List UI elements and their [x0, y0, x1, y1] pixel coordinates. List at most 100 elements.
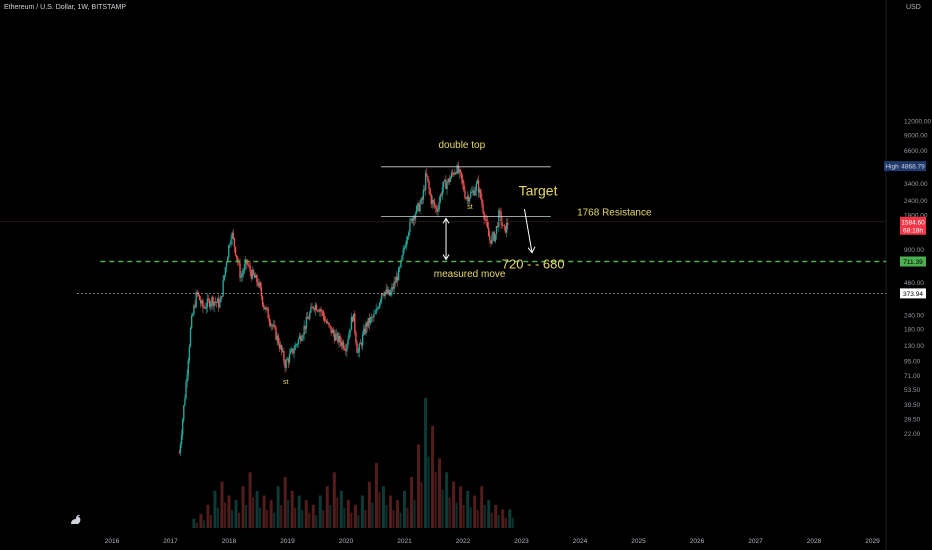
candle-body	[485, 219, 488, 221]
volume-bar	[445, 472, 449, 528]
volume-bar	[241, 486, 245, 528]
candle-body	[360, 343, 363, 346]
volume-bar	[339, 490, 343, 528]
candle-body	[406, 236, 409, 241]
candle-body	[468, 197, 471, 202]
volume-bar	[381, 486, 385, 528]
volume-bar	[501, 509, 505, 528]
volume-bar	[195, 522, 198, 528]
candle-body	[480, 189, 482, 199]
candle-body	[400, 260, 402, 268]
candle-body	[365, 322, 367, 334]
volume-bar	[434, 471, 437, 528]
volume-bar	[459, 486, 463, 528]
candle-body	[456, 165, 458, 174]
volume-bar	[371, 502, 374, 528]
candle-body	[350, 316, 353, 331]
volume-bar	[364, 510, 367, 528]
candle-body	[384, 291, 386, 296]
candle-body	[346, 344, 348, 352]
target-arrow-head	[527, 246, 536, 254]
volume-bar	[318, 495, 322, 528]
y-tick-label: 3400.00	[904, 181, 928, 188]
candle-body	[366, 322, 368, 327]
candle-body	[250, 271, 252, 279]
volume-bar	[199, 514, 203, 528]
candle-body	[178, 452, 180, 454]
candle-body	[315, 304, 318, 311]
volume-bar	[234, 500, 238, 528]
candle-body	[301, 338, 303, 341]
candle-body	[426, 173, 428, 177]
candle-body	[192, 314, 194, 316]
candle-body	[342, 341, 345, 349]
candle-body	[300, 335, 302, 341]
volume-bar	[427, 456, 430, 528]
candle-body	[341, 341, 344, 346]
candle-body	[284, 361, 286, 368]
volume-bar	[287, 499, 290, 528]
volume-bar	[301, 510, 304, 528]
volume-bar	[494, 504, 498, 528]
candle-body	[240, 275, 242, 278]
volume-bar	[367, 481, 371, 528]
candle-body	[251, 269, 254, 279]
candle-body	[282, 351, 284, 352]
target-price-tag-text: 711.39	[903, 259, 923, 266]
candle-body	[458, 169, 461, 173]
candle-body	[404, 246, 407, 248]
y-tick-label: 240.00	[904, 312, 924, 319]
volume-bar	[399, 512, 402, 528]
volume-bar	[223, 502, 226, 528]
volume-bar	[357, 515, 360, 528]
candle-body	[503, 225, 506, 227]
candle-body	[217, 298, 220, 308]
candle-body	[478, 189, 481, 193]
candle-body	[376, 308, 378, 310]
volume-bar	[269, 500, 273, 528]
candle-body	[186, 374, 188, 382]
candle-body	[279, 345, 282, 349]
candle-body	[197, 292, 200, 296]
candle-body	[318, 310, 320, 312]
candle-body	[262, 304, 265, 308]
candle-body	[409, 220, 411, 233]
candle-body	[313, 308, 315, 310]
candle-body	[368, 317, 371, 324]
candle-body	[330, 326, 332, 334]
volume-bar	[438, 458, 442, 528]
volume-bar	[469, 507, 472, 528]
candle-body	[493, 232, 495, 242]
volume-bar	[192, 518, 196, 528]
candle-body	[435, 206, 437, 208]
y-tick-label: 180.00	[904, 327, 924, 334]
candle-body	[257, 282, 259, 286]
y-tick-label: 1800.00	[904, 212, 928, 219]
candle-body	[327, 322, 329, 324]
volume-bar	[395, 500, 399, 528]
tradingview-logo-icon	[71, 514, 81, 524]
candle-body	[433, 202, 436, 207]
candle-body	[476, 180, 479, 184]
candle-body	[210, 303, 212, 307]
candle-body	[312, 306, 314, 309]
candle-body	[334, 334, 337, 341]
candle-body	[359, 343, 362, 345]
candle-body	[296, 343, 299, 345]
candle-body	[324, 320, 327, 322]
candle-body	[208, 299, 211, 307]
volume-bar	[417, 444, 421, 528]
candle-body	[450, 172, 453, 178]
candle-body	[408, 232, 410, 237]
candle-body	[396, 276, 399, 281]
volume-bar	[343, 507, 346, 528]
candle-body	[364, 328, 366, 334]
volume-bar	[392, 510, 395, 528]
volume-bar	[322, 510, 325, 528]
x-tick-label: 2023	[514, 538, 529, 545]
candle-body	[447, 178, 449, 183]
volume-bar	[452, 481, 456, 528]
candle-body	[430, 194, 432, 205]
annotation-target-range: 720 - - 680	[502, 256, 565, 271]
